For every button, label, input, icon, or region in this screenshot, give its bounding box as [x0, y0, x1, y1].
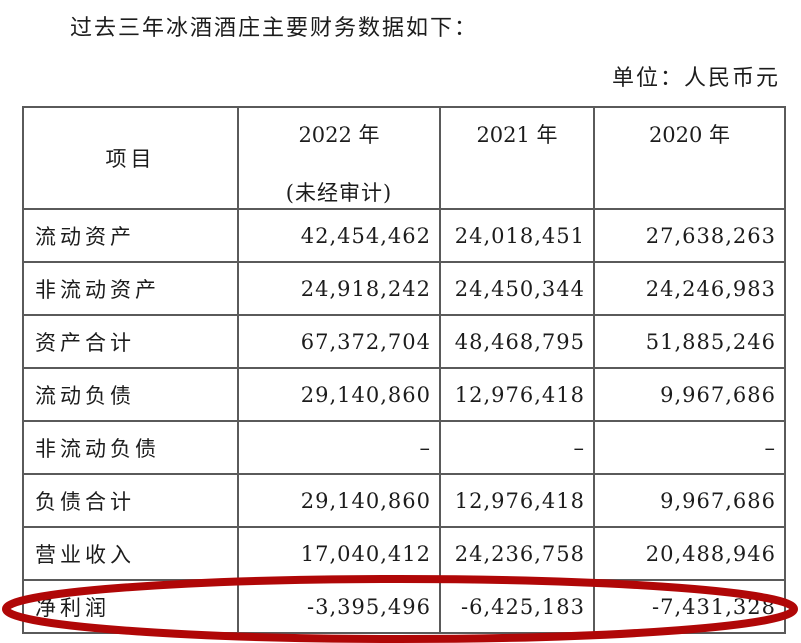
row-label: 资产合计: [22, 314, 239, 369]
row-label: 负债合计: [22, 473, 239, 528]
table-row: 非流动负债 – – –: [22, 420, 786, 475]
value-2021: –: [439, 420, 595, 475]
value-2020: –: [593, 420, 786, 475]
value-2020: 27,638,263: [593, 208, 786, 263]
value-2022: 17,040,412: [237, 526, 441, 581]
row-label: 非流动资产: [22, 261, 239, 316]
value-2020: 9,967,686: [593, 473, 786, 528]
value-2021: 24,236,758: [439, 526, 595, 581]
table-row: 流动负债 29,140,860 12,976,418 9,967,686: [22, 367, 786, 422]
table-row: 负债合计 29,140,860 12,976,418 9,967,686: [22, 473, 786, 528]
value-2022: 42,454,462: [237, 208, 441, 263]
table-row: 流动资产 42,454,462 24,018,451 27,638,263: [22, 208, 786, 263]
header-2021: 2021 年: [439, 106, 595, 210]
value-2020: 9,967,686: [593, 367, 786, 422]
financial-data-table: 项目 2022 年 (未经审计) 2021 年 2020 年 流动资产 42,4…: [22, 106, 786, 634]
row-label: 非流动负债: [22, 420, 239, 475]
value-2021: 12,976,418: [439, 367, 595, 422]
intro-text: 过去三年冰酒酒庄主要财务数据如下：: [70, 16, 479, 41]
row-label: 净利润: [22, 579, 239, 634]
value-2021: 12,976,418: [439, 473, 595, 528]
table-header-row: 项目 2022 年 (未经审计) 2021 年 2020 年: [22, 106, 786, 210]
value-2022: 29,140,860: [237, 367, 441, 422]
header-2022-year: 2022 年: [298, 123, 380, 147]
value-2021: -6,425,183: [439, 579, 595, 634]
value-2020: 51,885,246: [593, 314, 786, 369]
row-label: 流动资产: [22, 208, 239, 263]
unit-label: 单位：人民币元: [611, 66, 780, 91]
row-label: 流动负债: [22, 367, 239, 422]
value-2022: -3,395,496: [237, 579, 441, 634]
value-2021: 24,450,344: [439, 261, 595, 316]
table-row-net-profit: 净利润 -3,395,496 -6,425,183 -7,431,328: [22, 579, 786, 634]
table-row: 资产合计 67,372,704 48,468,795 51,885,246: [22, 314, 786, 369]
value-2022: 24,918,242: [237, 261, 441, 316]
table-row: 营业收入 17,040,412 24,236,758 20,488,946: [22, 526, 786, 581]
value-2021: 24,018,451: [439, 208, 595, 263]
value-2020: 24,246,983: [593, 261, 786, 316]
header-2020: 2020 年: [593, 106, 786, 210]
value-2022: –: [237, 420, 441, 475]
value-2020: 20,488,946: [593, 526, 786, 581]
header-2022: 2022 年 (未经审计): [237, 106, 441, 210]
value-2022: 29,140,860: [237, 473, 441, 528]
table-row: 非流动资产 24,918,242 24,450,344 24,246,983: [22, 261, 786, 316]
value-2020: -7,431,328: [593, 579, 786, 634]
row-label: 营业收入: [22, 526, 239, 581]
header-2022-unaudited: (未经审计): [285, 181, 393, 205]
value-2021: 48,468,795: [439, 314, 595, 369]
value-2022: 67,372,704: [237, 314, 441, 369]
header-item: 项目: [22, 106, 239, 210]
